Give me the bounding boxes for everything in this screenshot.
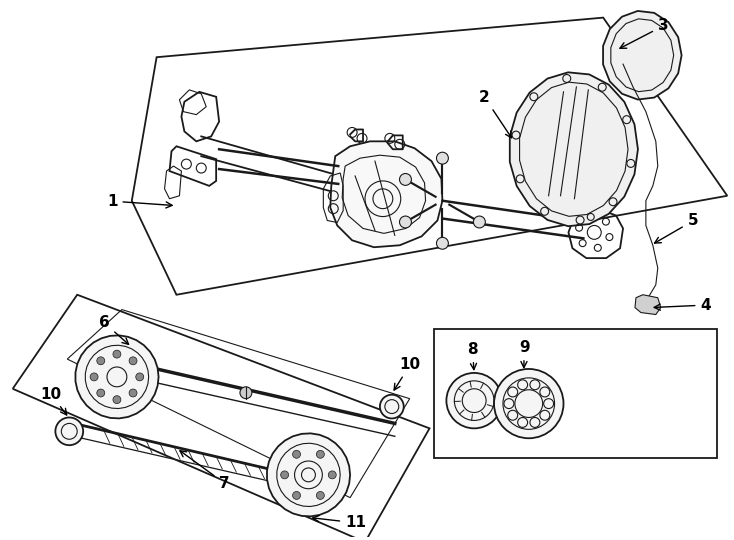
Circle shape [293, 491, 300, 500]
Circle shape [316, 491, 324, 500]
Circle shape [293, 450, 300, 458]
Circle shape [129, 389, 137, 397]
Text: 6: 6 [99, 315, 128, 345]
Text: 9: 9 [519, 340, 529, 368]
Text: 3: 3 [620, 18, 669, 48]
Circle shape [380, 395, 404, 418]
Circle shape [437, 152, 448, 164]
Text: 10: 10 [394, 357, 421, 390]
Polygon shape [635, 295, 661, 314]
Text: 5: 5 [655, 213, 698, 243]
Circle shape [90, 373, 98, 381]
Circle shape [473, 216, 485, 228]
Circle shape [399, 216, 412, 228]
Text: 11: 11 [313, 515, 366, 530]
Circle shape [316, 450, 324, 458]
Circle shape [446, 373, 502, 428]
Circle shape [113, 396, 121, 403]
Polygon shape [510, 72, 638, 226]
Polygon shape [603, 11, 682, 99]
Circle shape [494, 369, 564, 438]
Polygon shape [330, 141, 443, 247]
Text: 4: 4 [654, 298, 711, 313]
Circle shape [399, 173, 412, 185]
Text: 8: 8 [468, 342, 478, 369]
Circle shape [437, 238, 448, 249]
Circle shape [55, 417, 83, 445]
Circle shape [97, 389, 105, 397]
Circle shape [136, 373, 144, 381]
Text: 1: 1 [107, 194, 172, 208]
Circle shape [240, 387, 252, 399]
Text: 2: 2 [479, 90, 512, 138]
Circle shape [328, 471, 336, 479]
Polygon shape [76, 335, 159, 418]
Polygon shape [267, 434, 350, 516]
Text: 7: 7 [180, 451, 230, 491]
Circle shape [97, 357, 105, 364]
Circle shape [113, 350, 121, 358]
Circle shape [280, 471, 288, 479]
Text: 10: 10 [40, 387, 67, 415]
Circle shape [129, 357, 137, 364]
